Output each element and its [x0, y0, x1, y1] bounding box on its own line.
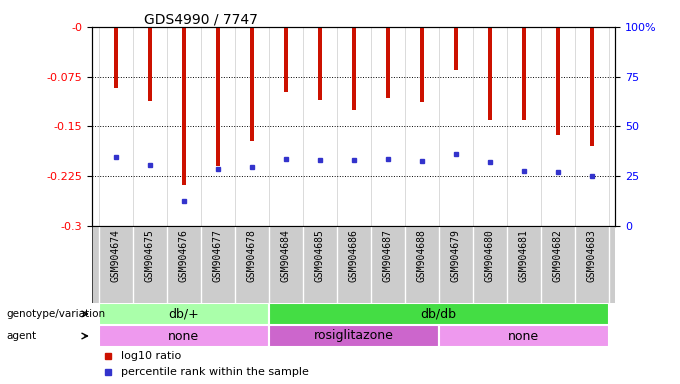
Bar: [522, 27, 526, 120]
Bar: [352, 27, 356, 110]
Text: none: none: [508, 329, 539, 343]
Bar: [216, 27, 220, 166]
Text: genotype/variation: genotype/variation: [7, 309, 106, 319]
Text: GSM904687: GSM904687: [383, 230, 392, 282]
Text: none: none: [168, 329, 199, 343]
Bar: [148, 27, 152, 101]
Bar: [250, 27, 254, 141]
Bar: [114, 27, 118, 88]
Text: GSM904674: GSM904674: [111, 230, 120, 282]
Bar: [439, 325, 609, 347]
Text: GSM904679: GSM904679: [451, 230, 460, 282]
Bar: [590, 27, 594, 146]
Text: GSM904683: GSM904683: [587, 230, 596, 282]
Text: GSM904678: GSM904678: [247, 230, 256, 282]
Text: GSM904681: GSM904681: [519, 230, 528, 282]
Text: GSM904686: GSM904686: [349, 230, 358, 282]
Text: GSM904680: GSM904680: [485, 230, 494, 282]
Bar: [488, 27, 492, 120]
Bar: [556, 27, 560, 135]
Text: GSM904688: GSM904688: [417, 230, 426, 282]
Bar: [99, 303, 269, 324]
Text: GDS4990 / 7747: GDS4990 / 7747: [144, 13, 258, 27]
Text: rosiglitazone: rosiglitazone: [313, 329, 394, 343]
Bar: [420, 27, 424, 102]
Text: percentile rank within the sample: percentile rank within the sample: [120, 367, 309, 377]
Text: agent: agent: [7, 331, 37, 341]
Bar: [318, 27, 322, 100]
Text: log10 ratio: log10 ratio: [120, 351, 181, 361]
Bar: [454, 27, 458, 70]
Bar: [284, 27, 288, 92]
Bar: [386, 27, 390, 98]
Text: GSM904676: GSM904676: [179, 230, 188, 282]
Bar: [269, 325, 439, 347]
Text: GSM904675: GSM904675: [145, 230, 154, 282]
Text: GSM904684: GSM904684: [281, 230, 290, 282]
Text: db/+: db/+: [168, 308, 199, 320]
Bar: [269, 303, 609, 324]
Text: GSM904677: GSM904677: [213, 230, 222, 282]
Bar: [182, 27, 186, 185]
Text: GSM904685: GSM904685: [315, 230, 324, 282]
Bar: [99, 325, 269, 347]
Text: GSM904682: GSM904682: [553, 230, 562, 282]
Text: db/db: db/db: [421, 308, 456, 320]
